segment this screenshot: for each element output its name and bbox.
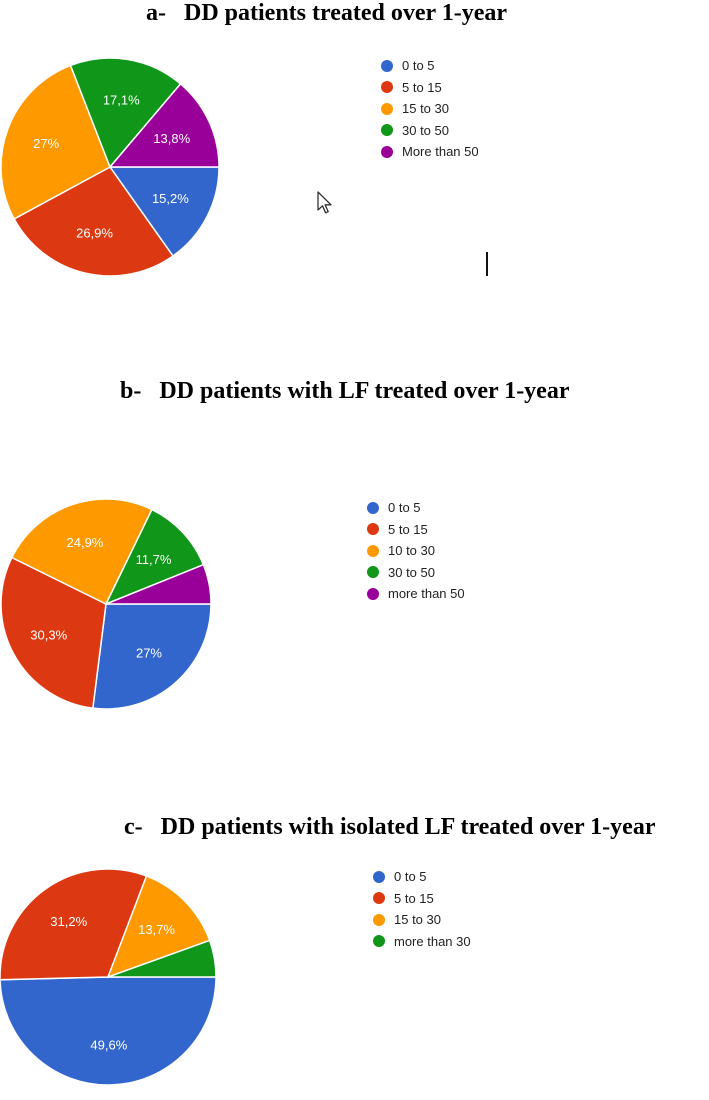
- legend-item-0-3: 30 to 50: [381, 120, 479, 142]
- pie-slice-2-1: [0, 868, 148, 981]
- chart-a-title: a- DD patients treated over 1-year: [146, 0, 507, 27]
- legend-item-0-0: 0 to 5: [381, 55, 479, 77]
- pie-slice-1-2: [10, 498, 153, 606]
- pie-slice-1-0: [92, 603, 212, 710]
- legend-swatch: [381, 102, 393, 115]
- pie-slice-1-3: [104, 508, 205, 606]
- legend-label: 15 to 30: [394, 912, 441, 928]
- chart-c-title: c- DD patients with isolated LF treated …: [124, 814, 655, 841]
- legend-label: 5 to 15: [402, 79, 442, 95]
- slice-label-2-1: 31,2%: [50, 914, 87, 929]
- legend-label: more than 50: [388, 586, 465, 602]
- slice-label-0-2: 27%: [33, 136, 59, 151]
- legend-item-2-2: 15 to 30: [373, 909, 471, 931]
- pie-slice-2-2: [106, 875, 211, 979]
- pie-slice-1-1: [0, 556, 107, 710]
- slice-label-1-3: 11,7%: [136, 552, 172, 567]
- legend-swatch: [381, 124, 393, 137]
- pie-slice-0-1: [13, 166, 175, 277]
- legend-b: 0 to 5 5 to 15 10 to 30 30 to 50 more than 5…: [367, 497, 465, 605]
- pie-slice-2-0: [0, 976, 217, 1086]
- pie-chart-a: 15,2% 26,9% 27% 17,1% 13,8%: [0, 57, 220, 277]
- pie-chart-b: 27% 30,3% 24,9% 11,7%: [0, 498, 212, 710]
- legend-a: 0 to 5 5 to 15 15 to 30 30 to 50 More than 5…: [381, 55, 479, 163]
- pie-chart-c: 49,6% 31,2% 13,7%: [0, 868, 217, 1086]
- chart-c-title-text: DD patients with isolated LF treated ove…: [160, 814, 656, 840]
- legend-label: 0 to 5: [402, 58, 435, 74]
- legend-item-2-0: 0 to 5: [373, 866, 471, 888]
- legend-swatch: [367, 544, 379, 557]
- legend-label: 0 to 5: [394, 869, 427, 885]
- legend-swatch: [367, 566, 379, 579]
- slice-label-0-4: 13,8%: [153, 131, 190, 146]
- chart-a-title-text: DD patients treated over 1-year: [184, 0, 508, 26]
- legend-swatch: [367, 501, 379, 514]
- slice-label-0-0: 15,2%: [152, 191, 189, 206]
- legend-item-1-2: 10 to 30: [367, 540, 465, 562]
- legend-swatch: [373, 870, 385, 883]
- legend-label: more than 30: [394, 933, 471, 949]
- legend-item-0-4: More than 50: [381, 141, 479, 163]
- pie-slice-1-4: [105, 563, 212, 605]
- legend-item-2-1: 5 to 15: [373, 888, 471, 910]
- slice-label-2-0: 49,6%: [90, 1037, 127, 1052]
- legend-label: 10 to 30: [388, 543, 435, 559]
- legend-item-1-0: 0 to 5: [367, 497, 465, 519]
- legend-label: 5 to 15: [388, 521, 428, 537]
- pie-slice-0-0: [108, 166, 220, 258]
- legend-swatch: [373, 935, 385, 948]
- chart-c-panel-label: c-: [124, 814, 143, 840]
- legend-item-2-3: more than 30: [373, 931, 471, 953]
- legend-item-1-3: 30 to 50: [367, 562, 465, 584]
- slice-label-1-2: 24,9%: [67, 535, 104, 550]
- legend-swatch: [373, 913, 385, 926]
- chart-b-title: b- DD patients with LF treated over 1-ye…: [120, 378, 570, 405]
- legend-c: 0 to 5 5 to 15 15 to 30 more than 30: [373, 866, 471, 952]
- pie-slice-2-3: [107, 939, 217, 978]
- legend-swatch: [373, 892, 385, 905]
- legend-label: 30 to 50: [388, 564, 435, 580]
- legend-swatch: [367, 523, 379, 536]
- text-caret-icon: [486, 252, 488, 276]
- legend-swatch: [381, 59, 393, 72]
- pie-slice-0-3: [69, 57, 182, 169]
- legend-item-1-4: more than 50: [367, 583, 465, 605]
- slice-label-1-0: 27%: [136, 645, 162, 660]
- legend-label: 5 to 15: [394, 890, 434, 906]
- chart-a-panel-label: a-: [146, 0, 166, 26]
- pie-slice-0-4: [108, 82, 220, 168]
- slice-label-0-1: 26,9%: [76, 226, 113, 241]
- chart-b-title-text: DD patients with LF treated over 1-year: [159, 378, 570, 404]
- legend-swatch: [381, 145, 393, 158]
- legend-item-0-2: 15 to 30: [381, 98, 479, 120]
- legend-swatch: [367, 587, 379, 600]
- slice-label-2-2: 13,7%: [138, 922, 175, 937]
- legend-label: 15 to 30: [402, 101, 449, 117]
- pie-slice-0-2: [0, 64, 111, 220]
- legend-label: 30 to 50: [402, 122, 449, 138]
- slice-label-0-3: 17,1%: [103, 92, 140, 107]
- mouse-pointer-arrow-icon: [317, 191, 332, 214]
- legend-label: More than 50: [402, 144, 479, 160]
- slice-label-1-1: 30,3%: [30, 627, 67, 642]
- legend-label: 0 to 5: [388, 500, 421, 516]
- legend-item-0-1: 5 to 15: [381, 77, 479, 99]
- chart-b-panel-label: b-: [120, 378, 142, 404]
- legend-swatch: [381, 81, 393, 94]
- legend-item-1-1: 5 to 15: [367, 519, 465, 541]
